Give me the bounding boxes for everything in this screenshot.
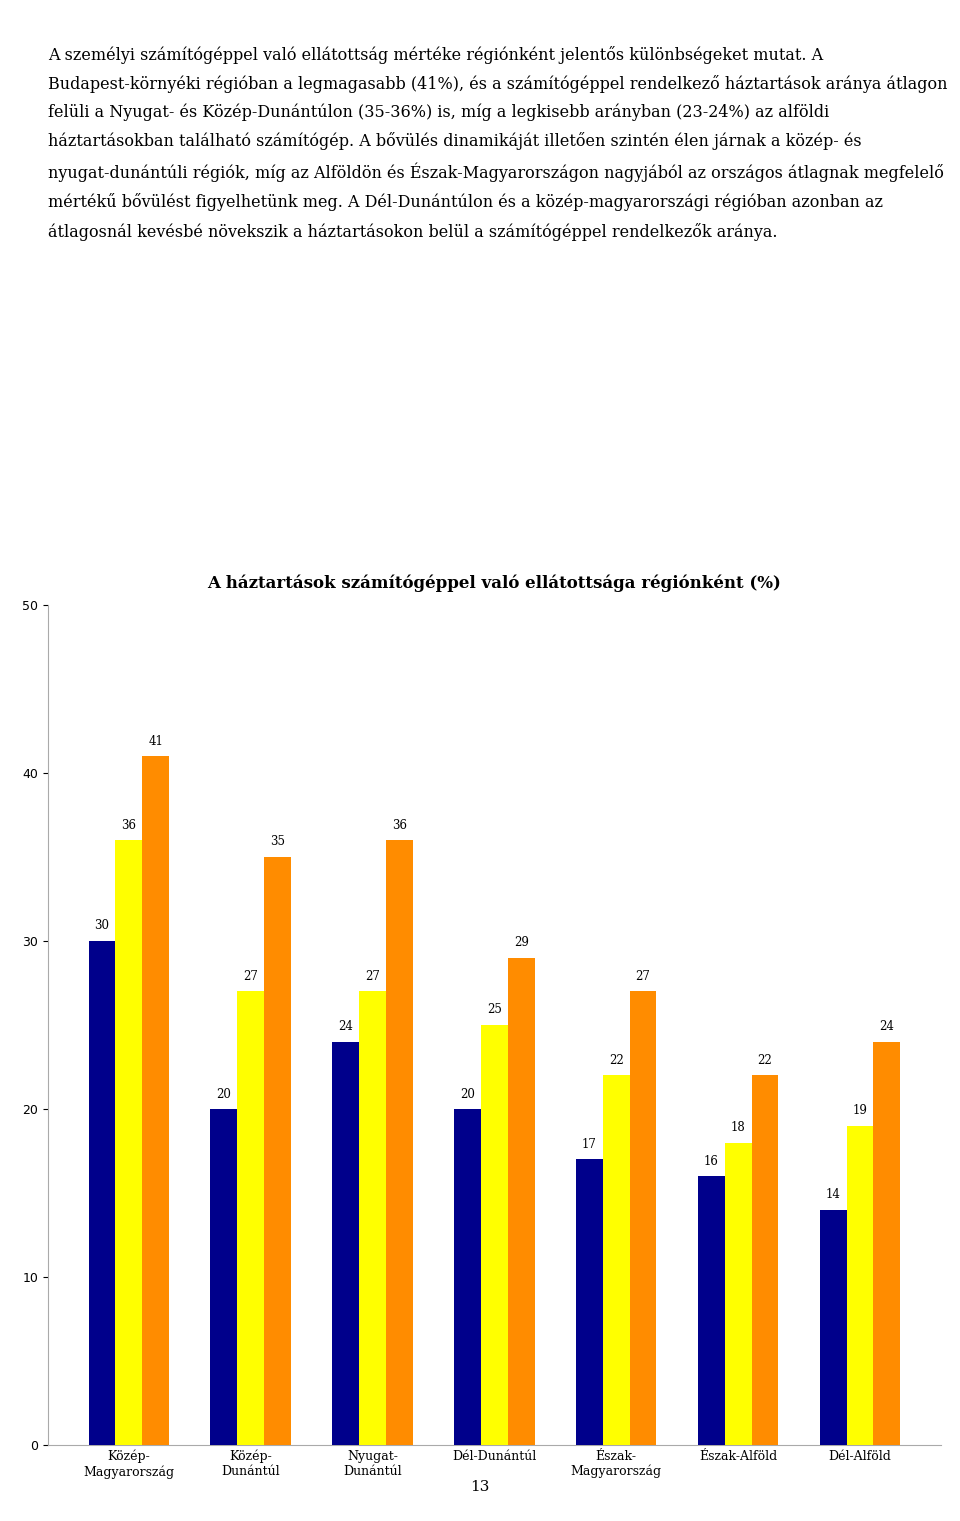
- Text: 27: 27: [636, 970, 651, 983]
- Bar: [88, 941, 115, 1445]
- Bar: [752, 1075, 779, 1445]
- Bar: [603, 1075, 630, 1445]
- Text: 16: 16: [704, 1154, 719, 1168]
- Bar: [332, 1042, 359, 1445]
- Bar: [454, 1109, 481, 1445]
- Bar: [847, 1126, 874, 1445]
- Bar: [237, 992, 264, 1445]
- Bar: [725, 1142, 752, 1445]
- Bar: [820, 1209, 847, 1445]
- Text: 25: 25: [487, 1004, 502, 1016]
- Bar: [698, 1176, 725, 1445]
- Text: 35: 35: [270, 835, 285, 849]
- Bar: [386, 840, 413, 1445]
- Text: 19: 19: [852, 1104, 868, 1118]
- Text: 24: 24: [338, 1021, 353, 1033]
- Bar: [142, 756, 169, 1445]
- Bar: [359, 992, 386, 1445]
- Text: 24: 24: [879, 1021, 895, 1033]
- Bar: [115, 840, 142, 1445]
- Text: 18: 18: [731, 1121, 746, 1135]
- Bar: [874, 1042, 900, 1445]
- Text: 20: 20: [216, 1088, 231, 1101]
- Text: 30: 30: [94, 920, 109, 932]
- Text: 20: 20: [460, 1088, 475, 1101]
- Text: 27: 27: [243, 970, 258, 983]
- Bar: [630, 992, 657, 1445]
- Text: 14: 14: [826, 1188, 841, 1202]
- Bar: [210, 1109, 237, 1445]
- Text: 17: 17: [582, 1138, 597, 1151]
- Text: 41: 41: [148, 735, 163, 748]
- Text: 27: 27: [365, 970, 380, 983]
- Text: 29: 29: [514, 937, 529, 949]
- Text: 22: 22: [609, 1054, 624, 1066]
- Text: 13: 13: [470, 1480, 490, 1494]
- Text: 36: 36: [392, 818, 407, 832]
- Text: A személyi számítógéppel való ellátottság mértéke régiónként jelentős különbsége: A személyi számítógéppel való ellátottsá…: [48, 46, 948, 240]
- Bar: [576, 1159, 603, 1445]
- Title: A háztartások számítógéppel való ellátottsága régiónként (%): A háztartások számítógéppel való ellátot…: [207, 575, 781, 592]
- Text: 36: 36: [121, 818, 136, 832]
- Bar: [481, 1025, 508, 1445]
- Bar: [508, 958, 535, 1445]
- Text: 22: 22: [757, 1054, 773, 1066]
- Bar: [264, 856, 291, 1445]
